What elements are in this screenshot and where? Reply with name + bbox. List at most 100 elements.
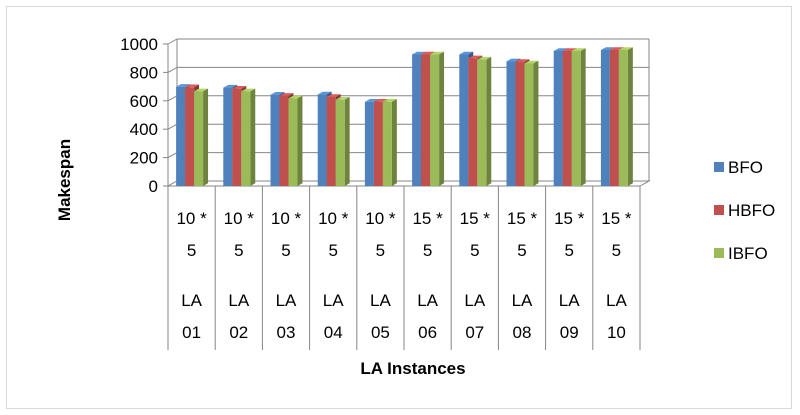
category-name-line2: 10 xyxy=(607,323,626,342)
legend-label: BFO xyxy=(728,158,763,177)
bar-top xyxy=(562,48,577,51)
category-name-line1: LA xyxy=(606,291,627,310)
bar-front xyxy=(317,94,327,186)
bar-top xyxy=(288,95,303,99)
category-name-line2: 04 xyxy=(324,323,343,342)
category-name-line1: LA xyxy=(417,291,438,310)
bar-front xyxy=(430,54,440,187)
category-name-line1: LA xyxy=(323,291,344,310)
bar-side xyxy=(486,56,492,187)
bar-top xyxy=(421,51,436,55)
bar-front xyxy=(232,88,242,186)
category-size-line1: 15 * xyxy=(460,209,491,228)
bar-top xyxy=(279,93,294,96)
legend-swatch xyxy=(714,205,724,215)
category-name-line1: LA xyxy=(559,291,580,310)
category-size-line2: 5 xyxy=(281,241,290,260)
bar-front xyxy=(382,101,392,186)
category-size-line1: 10 * xyxy=(224,209,255,228)
category-label: 10 * 5 LA 03 xyxy=(271,209,302,342)
bar-front xyxy=(459,54,469,187)
bar-top xyxy=(553,48,568,51)
bar-top xyxy=(223,84,238,88)
bar-top xyxy=(176,84,191,87)
category-name-line1: LA xyxy=(464,291,485,310)
bar-front xyxy=(335,99,345,186)
legend-label: HBFO xyxy=(728,201,775,220)
bar-front xyxy=(618,49,628,186)
category-name-line2: 02 xyxy=(229,323,248,342)
bar-top xyxy=(185,84,200,88)
category-size-line1: 15 * xyxy=(554,209,585,228)
legend-item-bfo: BFO xyxy=(714,158,763,177)
bar-front xyxy=(553,50,563,186)
category-label: 10 * 5 LA 02 xyxy=(224,209,255,342)
bar-front xyxy=(270,94,280,186)
bar-front xyxy=(421,54,431,187)
y-tick-label: 600 xyxy=(130,92,158,111)
bar-side xyxy=(627,47,633,186)
bar-front xyxy=(185,87,195,186)
bar-top xyxy=(600,47,615,50)
y-axis-title: Makespan xyxy=(55,139,74,221)
bar-side xyxy=(297,95,303,186)
bar-top xyxy=(317,91,332,95)
bar-front xyxy=(288,98,298,186)
bar-front xyxy=(571,50,581,186)
category-size-line1: 10 * xyxy=(271,209,302,228)
bar-top xyxy=(373,99,388,102)
category-size-line2: 5 xyxy=(470,241,479,260)
category-size-line1: 15 * xyxy=(507,209,538,228)
side-gridline xyxy=(167,66,178,73)
bar-top xyxy=(194,88,209,92)
bar-front xyxy=(600,49,610,186)
legend-item-ibfo: IBFO xyxy=(714,244,768,263)
category-size-line2: 5 xyxy=(234,241,243,260)
category-label: 10 * 5 LA 04 xyxy=(318,209,349,342)
category-label: 15 * 5 LA 08 xyxy=(507,209,538,342)
bar-front xyxy=(515,62,525,187)
legend-label: IBFO xyxy=(728,244,768,263)
bar-top xyxy=(524,60,539,64)
bar-ibfo xyxy=(618,47,633,186)
legend: BFO HBFO IBFO xyxy=(714,158,775,263)
category-size-line2: 5 xyxy=(612,241,621,260)
category-label: 10 * 5 LA 05 xyxy=(365,209,396,342)
bar-top xyxy=(412,51,427,55)
y-tick-label: 400 xyxy=(130,120,158,139)
bar-top xyxy=(609,47,624,50)
bar-top xyxy=(270,91,285,95)
legend-swatch xyxy=(714,248,724,258)
category-label: 15 * 5 LA 07 xyxy=(460,209,491,342)
y-tick-label: 200 xyxy=(130,149,158,168)
bar-ibfo xyxy=(382,99,397,186)
bar-side xyxy=(391,99,397,186)
bar-front xyxy=(364,101,374,186)
bar-front xyxy=(241,91,251,186)
category-label: 15 * 5 LA 06 xyxy=(412,209,443,342)
y-tick-label: 0 xyxy=(149,177,158,196)
bar-top xyxy=(477,56,492,60)
bar-front xyxy=(524,63,534,187)
bar-top xyxy=(364,99,379,102)
y-axis-ticks: 0 200 400 600 800 1000 xyxy=(120,35,168,196)
bar-top xyxy=(515,59,530,63)
category-size-line2: 5 xyxy=(187,241,196,260)
bar-top xyxy=(459,51,474,55)
category-name-line1: LA xyxy=(228,291,249,310)
bar-top xyxy=(618,47,633,50)
bar-front xyxy=(506,61,516,186)
category-name-line2: 06 xyxy=(418,323,437,342)
x-axis-title: LA Instances xyxy=(360,359,465,378)
side-gridline xyxy=(167,152,178,159)
side-gridline xyxy=(167,38,178,45)
category-name-line1: LA xyxy=(370,291,391,310)
side-gridline xyxy=(167,123,178,130)
bar-side xyxy=(203,88,209,186)
chart-frame xyxy=(6,6,792,409)
bar-front xyxy=(609,49,619,186)
bar-top xyxy=(241,88,256,92)
bar-top xyxy=(506,58,521,62)
category-name-line2: 07 xyxy=(465,323,484,342)
legend-swatch xyxy=(714,162,724,172)
